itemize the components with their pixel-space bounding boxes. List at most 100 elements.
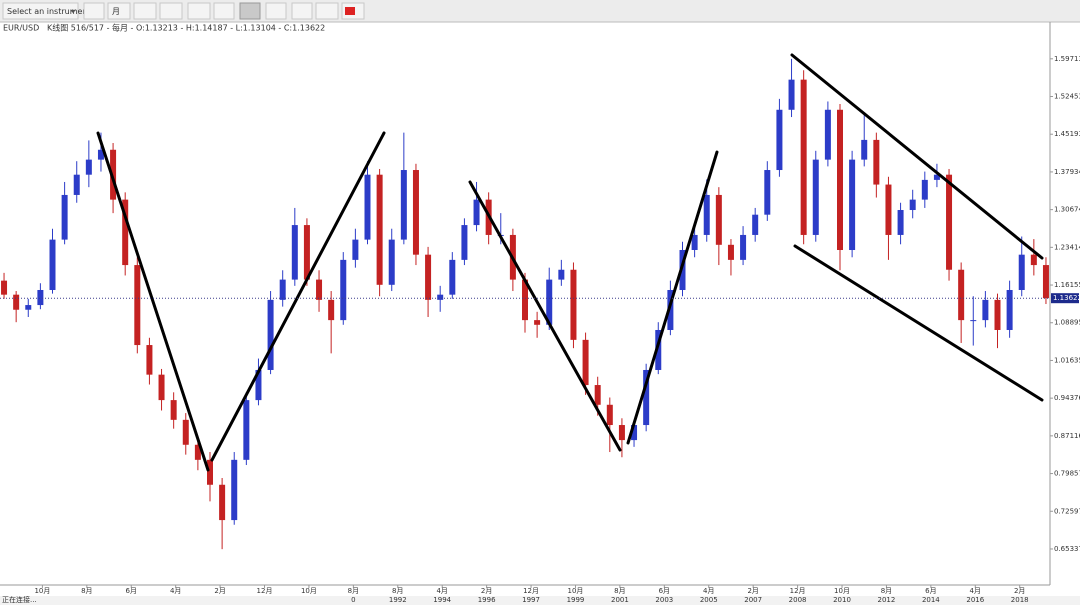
x-tick-label: 6月 [925,587,936,595]
candle-body [388,239,395,285]
candle-body [594,385,601,405]
settings-button[interactable] [315,2,339,20]
candle-body [982,299,989,321]
candle-body [291,225,298,280]
y-tick-label: 0.72597 [1054,507,1080,515]
status-text: 正在连接... [2,595,37,604]
candle-body [243,400,250,460]
candle-body [316,279,323,300]
x-tick-label: 8月 [392,587,403,595]
candle-body [921,179,928,200]
x-tick-label: 10月 [834,587,850,595]
trendline [790,53,1044,260]
candle-body [812,159,819,235]
draw-line-button[interactable] [133,2,157,20]
chart-type-button[interactable] [83,2,105,20]
candle-body [727,244,734,260]
period-label: 月 [112,7,120,16]
candle-body [1030,254,1037,266]
candle-body [885,184,892,235]
x-year-label: 1996 [478,596,496,604]
x-tick-label: 6月 [126,587,137,595]
x-year-label: 2010 [833,596,851,604]
x-year-label: 2007 [744,596,762,604]
candle-body [412,170,419,255]
x-tick-label: 4月 [436,587,447,595]
candle-body [425,254,432,300]
candle-body [182,419,189,445]
candle-body [534,320,541,325]
x-tick-label: 10月 [34,587,50,595]
x-tick-label: 12月 [257,587,273,595]
candle-body [1006,289,1013,330]
y-tick-label: 1.08895 [1054,319,1080,327]
period-select[interactable] [107,2,131,20]
candle-body [255,369,262,401]
trendline [793,244,1044,402]
candle-body [37,289,44,306]
x-tick-label: 10月 [568,587,584,595]
candle-body [764,170,771,215]
x-tick-label: 10月 [301,587,317,595]
candle-body [667,289,674,330]
candle-body [1018,254,1025,290]
x-tick-label: 4月 [170,587,181,595]
candle-body [631,425,638,441]
x-tick-label: 2月 [1014,587,1025,595]
candle-body [25,305,32,310]
y-tick-label: 0.79857 [1054,470,1080,478]
candle-body [558,269,565,280]
dropdown-arrow [70,10,76,13]
instrument-select[interactable] [2,2,79,20]
candle-body [376,174,383,285]
x-tick-label: 4月 [970,587,981,595]
candle-body [522,279,528,321]
trendline [626,150,719,445]
candle-body [122,199,129,266]
x-tick-label: 8月 [614,587,625,595]
candle-body [933,174,940,180]
y-tick-label: 0.87116 [1054,432,1080,440]
candle-body [352,239,359,260]
x-year-label: 2003 [655,596,673,604]
candle-body [849,159,856,251]
print-button[interactable] [291,2,313,20]
x-tick-label: 8月 [81,587,92,595]
draw-tool-button[interactable] [159,2,183,20]
y-tick-label: 1.59713 [1054,55,1080,63]
fit-button[interactable] [239,2,261,20]
candle-body [909,199,916,211]
candle-body [170,400,177,420]
trendline [468,180,622,452]
indicator-button[interactable] [265,2,287,20]
trendline [96,131,210,472]
x-tick-label: 12月 [523,587,539,595]
candle-body [85,159,92,175]
last-price-label: 1.13622 [1053,294,1080,302]
x-year-label: 0 [351,596,355,604]
x-tick-label: 6月 [659,587,670,595]
ohlc-info: K线图 516/517 - 每月 - O:1.13213 - H:1.14187… [47,23,325,33]
status-bar [0,596,1080,605]
candle-body [970,320,977,322]
candle-body [824,109,831,160]
x-year-label: 2018 [1011,596,1029,604]
candle-body [158,374,165,401]
instrument-label: EUR/USD [3,24,39,33]
y-tick-label: 0.94376 [1054,394,1080,402]
candle-body [861,139,868,160]
x-year-label: 2005 [700,596,718,604]
candle-body [303,225,310,280]
tool-button[interactable] [187,2,211,20]
x-tick-label: 8月 [881,587,892,595]
x-year-label: 1999 [567,596,585,604]
tool-button[interactable] [213,2,235,20]
x-tick-label: 2月 [481,587,492,595]
x-tick-label: 8月 [348,587,359,595]
candle-body [340,259,347,321]
x-year-label: 2016 [966,596,984,604]
x-tick-label: 2月 [747,587,758,595]
y-tick-label: 1.37934 [1054,168,1080,176]
candle-body [231,459,238,521]
last-price-box [1051,293,1079,304]
